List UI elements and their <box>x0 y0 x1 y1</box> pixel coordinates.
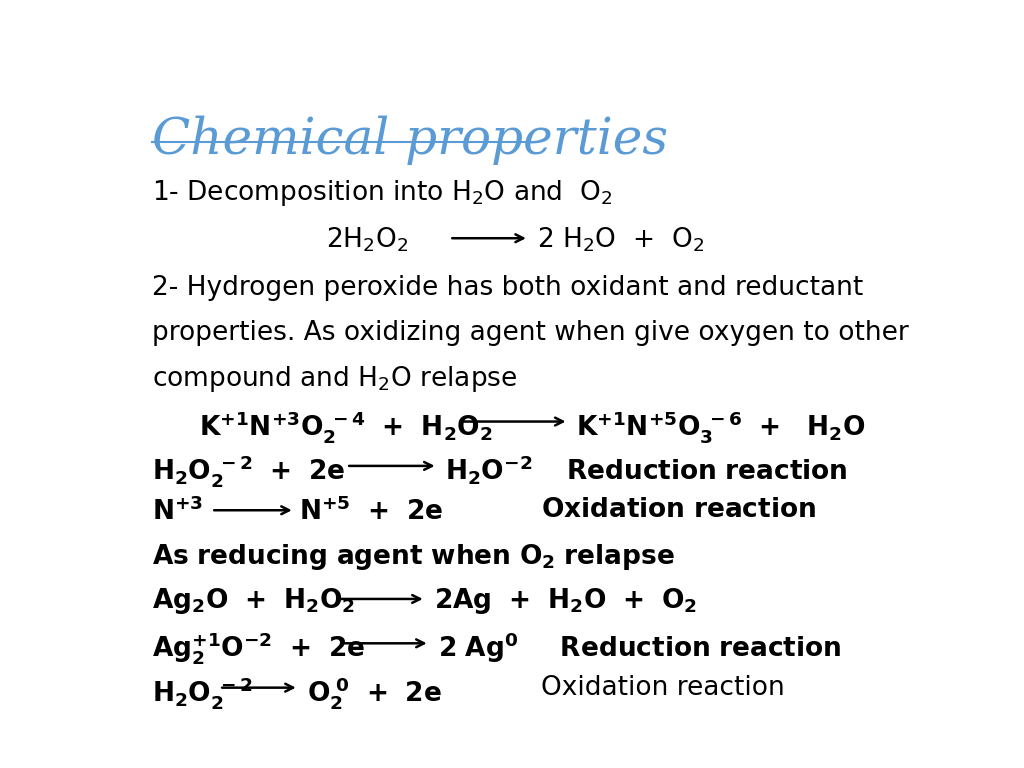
Text: $\bf{H_2O^{-2}}$    $\bf{Reduction\ reaction}$: $\bf{H_2O^{-2}}$ $\bf{Reduction\ reactio… <box>445 453 848 486</box>
Text: $\bf{2\ Ag^0}$     $\bf{Reduction\ reaction}$: $\bf{2\ Ag^0}$ $\bf{Reduction\ reaction}… <box>437 631 841 665</box>
Text: $\bf{Ag_2O}$  $\bf{+}$  $\bf{H_2O_2}$: $\bf{Ag_2O}$ $\bf{+}$ $\bf{H_2O_2}$ <box>152 586 355 616</box>
Text: 2H$_2$O$_2$: 2H$_2$O$_2$ <box>327 225 409 253</box>
Text: 2 H$_2$O  +  O$_2$: 2 H$_2$O + O$_2$ <box>537 225 703 253</box>
Text: $\bf{N^{+5}}$  $\bf{+}$  $\bf{2e}$: $\bf{N^{+5}}$ $\bf{+}$ $\bf{2e}$ <box>299 497 442 526</box>
Text: $\bf{As\ reducing\ agent\ when\ O_2\ relapse}$: $\bf{As\ reducing\ agent\ when\ O_2\ rel… <box>152 541 675 571</box>
Text: $\bf{K^{+1}N^{+5}O_3^{\ -6}}$  $\bf{+}$   $\bf{H_2O}$: $\bf{K^{+1}N^{+5}O_3^{\ -6}}$ $\bf{+}$ $… <box>577 409 865 445</box>
Text: Chemical properties: Chemical properties <box>152 116 668 165</box>
Text: $\bf{H_2O_2^{\ -2}}$: $\bf{H_2O_2^{\ -2}}$ <box>152 674 252 710</box>
Text: compound and H$_2$O relapse: compound and H$_2$O relapse <box>152 364 517 394</box>
Text: $\bf{Ag_2^{+1}O^{-2}}$  $\bf{+}$  $\bf{2e}$: $\bf{Ag_2^{+1}O^{-2}}$ $\bf{+}$ $\bf{2e}… <box>152 631 365 667</box>
Text: $\bf{K^{+1}N^{+3}O_2^{\ -4}}$  $\bf{+}$  $\bf{H_2O_2}$: $\bf{K^{+1}N^{+3}O_2^{\ -4}}$ $\bf{+}$ $… <box>200 409 493 445</box>
Text: Oxidation reaction: Oxidation reaction <box>541 674 784 700</box>
Text: $\bf{Oxidation\ reaction}$: $\bf{Oxidation\ reaction}$ <box>541 497 816 523</box>
Text: $\bf{N^{+3}}$: $\bf{N^{+3}}$ <box>152 497 203 526</box>
Text: properties. As oxidizing agent when give oxygen to other: properties. As oxidizing agent when give… <box>152 319 908 346</box>
Text: $\bf{H_2O_2^{\ -2}}$  $\bf{+}$  $\bf{2e}$: $\bf{H_2O_2^{\ -2}}$ $\bf{+}$ $\bf{2e}$ <box>152 453 345 489</box>
Text: $\bf{2Ag}$  $\bf{+}$  $\bf{H_2O}$  $\bf{+}$  $\bf{O_2}$: $\bf{2Ag}$ $\bf{+}$ $\bf{H_2O}$ $\bf{+}$… <box>433 586 696 616</box>
Text: 1- Decomposition into H$_2$O and  O$_2$: 1- Decomposition into H$_2$O and O$_2$ <box>152 178 612 208</box>
Text: $\bf{O_2^{\ 0}}$  $\bf{+}$  $\bf{2e}$: $\bf{O_2^{\ 0}}$ $\bf{+}$ $\bf{2e}$ <box>306 674 441 710</box>
Text: 2- Hydrogen peroxide has both oxidant and reductant: 2- Hydrogen peroxide has both oxidant an… <box>152 276 863 302</box>
